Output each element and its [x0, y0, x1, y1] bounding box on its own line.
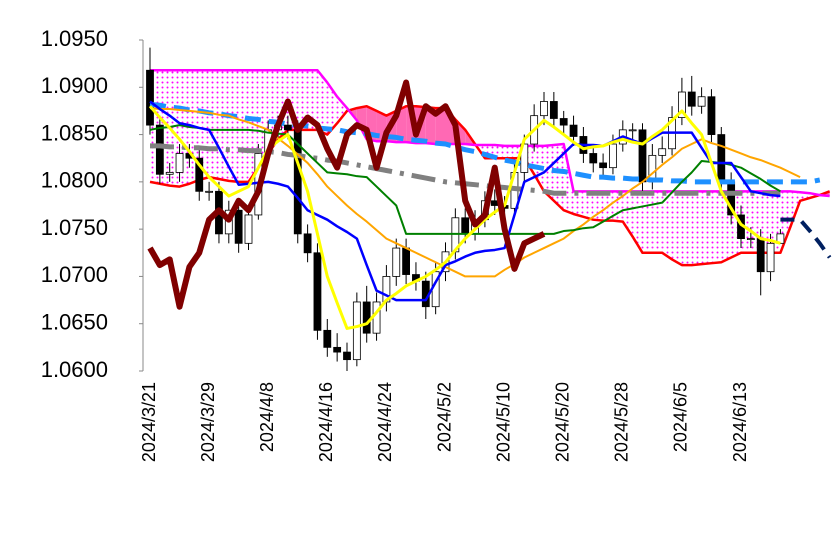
- candle-body: [589, 153, 598, 164]
- candle-body: [707, 96, 716, 135]
- candle-body: [165, 171, 174, 175]
- cloud: [337, 96, 347, 124]
- candle-body: [392, 247, 401, 277]
- candle-body: [756, 238, 765, 273]
- x-tick-label: 2024/6/13: [730, 382, 750, 462]
- x-tick-label: 2024/5/20: [552, 382, 572, 462]
- cloud: [711, 191, 722, 264]
- candle-body: [628, 129, 637, 132]
- candle-body: [658, 148, 667, 156]
- y-tick-label: 1.0800: [41, 168, 108, 193]
- cloud: [209, 70, 219, 180]
- cloud: [642, 191, 653, 253]
- candle-body: [333, 346, 342, 353]
- indicator-line: [147, 79, 546, 310]
- y-tick-label: 1.0650: [41, 310, 108, 335]
- cloud: [662, 191, 673, 260]
- y-tick-label: 1.0950: [41, 26, 108, 51]
- cloud: [297, 70, 308, 130]
- candle-body: [362, 301, 371, 334]
- cloud: [691, 191, 702, 266]
- candle-body: [283, 124, 292, 131]
- cloud: [494, 144, 505, 159]
- cloud: [573, 191, 584, 217]
- cloud: [544, 144, 554, 201]
- cloud: [317, 70, 328, 135]
- candle-body: [697, 96, 706, 107]
- candle-body: [205, 190, 214, 193]
- cloud: [425, 107, 436, 145]
- cloud: [504, 145, 515, 159]
- cloud: [701, 191, 712, 265]
- candle-body: [717, 134, 726, 183]
- cloud: [760, 191, 771, 253]
- cloud: [307, 70, 318, 130]
- y-tick-label: 1.0850: [41, 120, 108, 145]
- candle-body: [569, 124, 578, 137]
- candle-body: [352, 301, 361, 361]
- indicator-line: [149, 107, 801, 278]
- cloud: [672, 191, 682, 266]
- candle-body: [559, 118, 568, 126]
- cloud: [228, 70, 239, 182]
- candle-body: [549, 101, 558, 119]
- y-tick-label: 1.0600: [41, 357, 108, 382]
- x-tick-label: 2024/4/8: [257, 382, 277, 452]
- candle-body: [678, 91, 686, 118]
- candle-body: [343, 351, 351, 361]
- y-tick-label: 1.0750: [41, 215, 108, 240]
- candle-body: [540, 101, 548, 117]
- cloud: [238, 70, 249, 182]
- cloud: [652, 191, 663, 253]
- indicator-line: [149, 124, 781, 235]
- candle-body: [402, 247, 411, 275]
- cloud: [593, 191, 604, 221]
- candle-body: [599, 162, 607, 169]
- candle-body: [461, 217, 470, 235]
- candle-body: [195, 157, 204, 192]
- cloud: [327, 82, 338, 135]
- cloud: [435, 108, 446, 145]
- candle-body: [638, 129, 647, 183]
- candle-body: [323, 329, 332, 348]
- candle-body: [609, 143, 617, 169]
- indicator-line: [149, 101, 821, 185]
- x-tick-label: 2024/6/5: [671, 382, 691, 452]
- cloud: [681, 191, 692, 266]
- x-tick-label: 2024/5/2: [434, 382, 454, 452]
- x-tick-label: 2024/3/21: [139, 382, 159, 462]
- y-tick-label: 1.0900: [41, 73, 108, 98]
- x-tick-label: 2024/5/10: [493, 382, 513, 462]
- candle-body: [746, 238, 755, 241]
- x-tick-label: 2024/5/28: [612, 382, 632, 462]
- candle-body: [175, 153, 184, 173]
- cloud: [199, 70, 210, 180]
- y-tick-label: 1.0700: [41, 262, 108, 287]
- cloud: [583, 191, 594, 220]
- x-tick-label: 2024/4/24: [375, 382, 395, 462]
- candle-body: [766, 242, 775, 273]
- x-tick-label: 2024/4/16: [316, 382, 336, 462]
- indicator-line: [780, 217, 832, 259]
- candle-body: [303, 233, 312, 254]
- candle-body: [372, 301, 381, 334]
- x-tick-label: 2024/3/29: [198, 382, 218, 462]
- candle-body: [234, 209, 243, 244]
- candle-body: [155, 124, 164, 175]
- indicator-line: [150, 69, 830, 198]
- indicator-line: [148, 105, 781, 330]
- candle-body: [687, 91, 696, 107]
- candle-body: [244, 214, 253, 244]
- candle-body: [146, 69, 154, 126]
- indicator-line: [149, 100, 781, 302]
- candle-body: [313, 252, 322, 331]
